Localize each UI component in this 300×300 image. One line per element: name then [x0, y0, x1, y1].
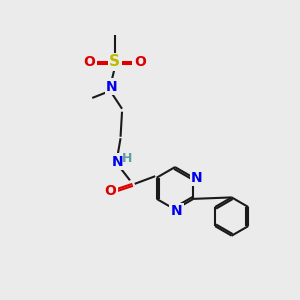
Text: N: N — [171, 204, 182, 218]
Text: O: O — [104, 184, 116, 198]
Text: H: H — [122, 152, 132, 165]
Text: N: N — [112, 155, 123, 169]
Text: S: S — [109, 54, 120, 69]
Text: N: N — [106, 80, 118, 94]
Text: O: O — [134, 55, 146, 69]
Text: N: N — [191, 171, 203, 185]
Text: O: O — [84, 55, 96, 69]
